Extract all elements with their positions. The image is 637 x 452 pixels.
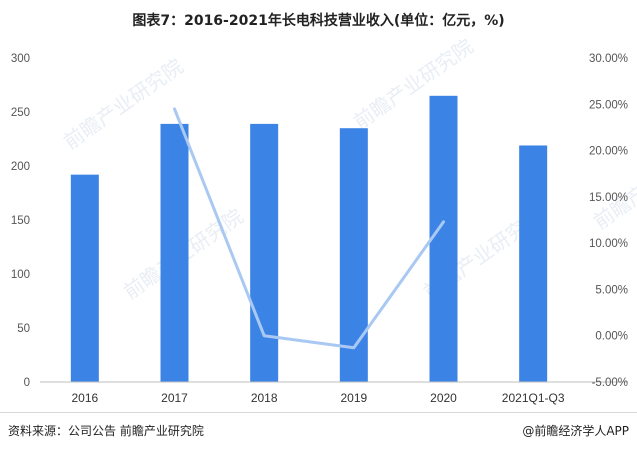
y-right-tick: 30.00% <box>589 53 628 65</box>
y-left-tick: 0 <box>24 377 30 389</box>
bar-2021Q1-Q3 <box>519 145 548 382</box>
y-left-tick: 300 <box>11 53 30 65</box>
growth-line <box>173 107 445 350</box>
y-left-tick: 50 <box>17 323 30 335</box>
y-right-tick: 25.00% <box>589 99 628 111</box>
bar-2017 <box>160 123 189 382</box>
y-left-tick: 200 <box>11 161 30 173</box>
bar-2016 <box>70 174 99 382</box>
x-tick-2018: 2018 <box>251 391 278 405</box>
x-axis-ticks: 2016 2017 2018 2019 2020 2021Q1-Q3 <box>71 391 564 405</box>
y-right-tick: 0.00% <box>595 331 628 343</box>
bar-2019 <box>339 128 368 382</box>
y-right-tick: 5.00% <box>595 284 628 296</box>
x-tick-2019: 2019 <box>340 391 367 405</box>
bar-2018 <box>250 123 279 382</box>
bar-series <box>70 95 548 383</box>
x-tick-2016: 2016 <box>71 391 98 405</box>
y-axis-right: -5.00% 0.00% 5.00% 10.00% 15.00% 20.00% 25.00%… <box>589 53 628 389</box>
x-tick-2020: 2020 <box>430 391 457 405</box>
x-tick-2021Q1-Q3: 2021Q1-Q3 <box>502 391 565 405</box>
y-left-tick: 150 <box>11 215 30 227</box>
y-left-tick: 250 <box>11 107 30 119</box>
source-note: 资料来源：公司公告 前瞻产业研究院 <box>8 424 204 438</box>
y-right-tick: 20.00% <box>589 146 628 158</box>
y-right-tick: 10.00% <box>589 238 628 250</box>
y-right-tick: 15.00% <box>589 192 628 204</box>
y-left-tick: 100 <box>11 269 30 281</box>
y-right-tick: -5.00% <box>592 377 628 389</box>
footer-divider <box>0 412 637 413</box>
bar-2020 <box>429 95 458 383</box>
x-tick-2017: 2017 <box>161 391 188 405</box>
chart-title: 图表7：2016-2021年长电科技营业收入(单位：亿元，%) <box>132 13 505 29</box>
line-series <box>173 107 445 350</box>
watermark-text: 前瞻产业研究院 <box>349 34 477 134</box>
y-axis-left: 0 50 100 150 200 250 300 <box>11 53 30 389</box>
brand-credit: @前瞻经济学人APP <box>522 424 629 438</box>
